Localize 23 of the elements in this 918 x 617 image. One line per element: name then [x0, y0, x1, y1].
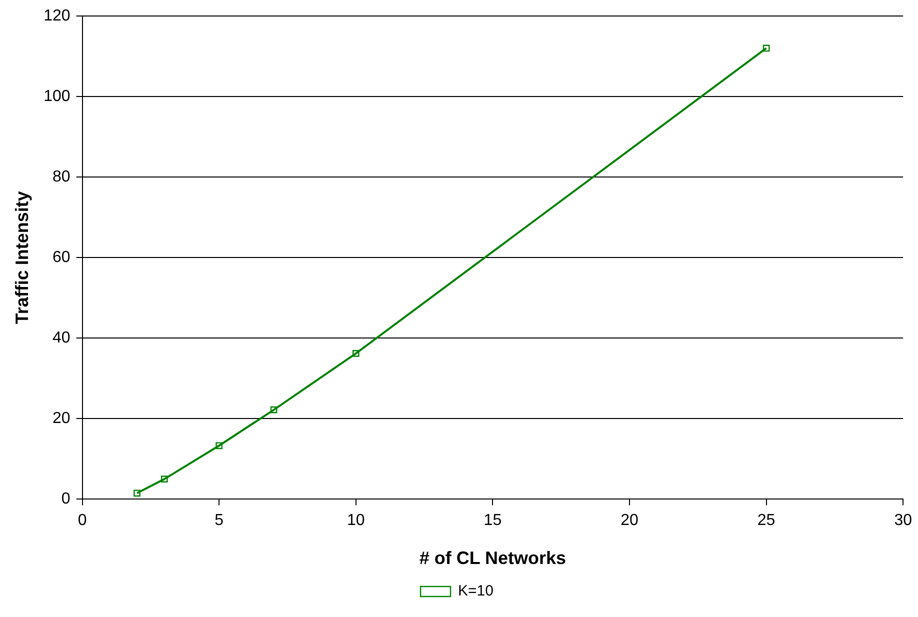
point	[160, 476, 168, 482]
point	[352, 350, 360, 357]
point	[216, 442, 223, 450]
y-tick-label: 40	[52, 330, 70, 347]
x-axis-title: # of CL Networks	[419, 548, 566, 568]
x-tick-label: 30	[894, 512, 912, 530]
point	[134, 490, 140, 497]
y-tick-label: 60	[52, 249, 70, 266]
y-tick-label: 100	[44, 88, 70, 105]
y-tick-label: 0	[61, 490, 70, 508]
x-tick-label: 5	[214, 512, 224, 530]
y-tick-label: 120	[44, 7, 70, 24]
y-axis-title: Traffic Intensity	[12, 191, 32, 324]
x-tick-label: 20	[620, 512, 638, 530]
x-tick-label: 0	[78, 512, 87, 530]
point	[762, 44, 770, 52]
point	[270, 406, 278, 414]
y-tick-label: 20	[52, 410, 70, 428]
x-tick-label: 15	[484, 512, 502, 530]
x-tick-label: 10	[347, 512, 365, 530]
x-tick-label: 25	[757, 512, 776, 530]
y-tick-label: 80	[52, 168, 70, 186]
legend-label: K=10	[458, 582, 494, 600]
